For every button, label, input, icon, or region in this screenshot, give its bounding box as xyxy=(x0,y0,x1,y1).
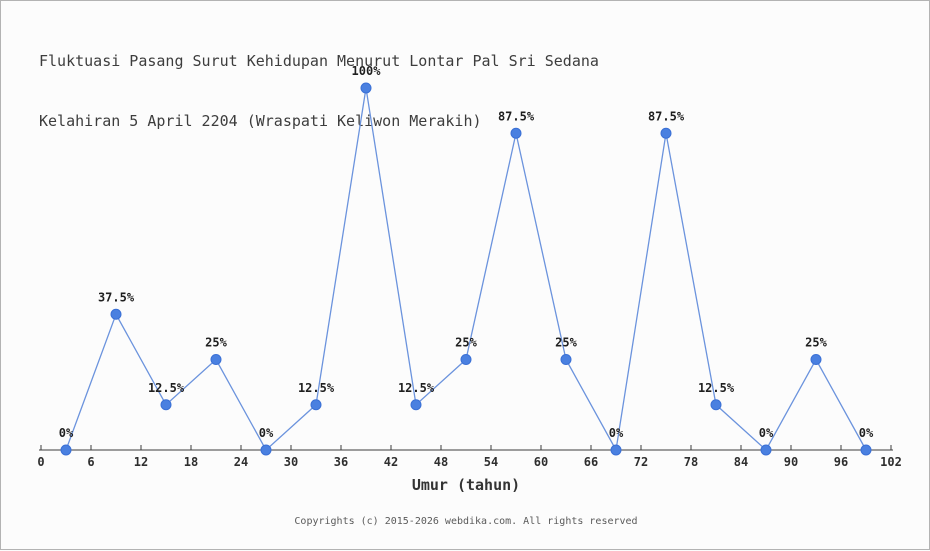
data-point-label: 0% xyxy=(609,426,624,440)
x-axis-tick-label: 24 xyxy=(234,455,248,469)
x-axis-tick-label: 54 xyxy=(484,455,498,469)
x-axis-tick-label: 0 xyxy=(37,455,44,469)
data-point-label: 0% xyxy=(859,426,874,440)
x-axis-tick-label: 48 xyxy=(434,455,448,469)
x-axis-tick-label: 78 xyxy=(684,455,698,469)
data-point-label: 25% xyxy=(205,336,227,350)
data-point-label: 37.5% xyxy=(98,290,135,304)
data-point-marker xyxy=(760,444,772,456)
data-point-marker xyxy=(60,444,72,456)
x-axis-tick-label: 36 xyxy=(334,455,348,469)
x-axis-tick-label: 72 xyxy=(634,455,648,469)
chart-title: Fluktuasi Pasang Surut Kehidupan Menurut… xyxy=(39,11,599,171)
data-point-label: 12.5% xyxy=(298,381,335,395)
x-axis-tick-label: 12 xyxy=(134,455,148,469)
data-point-label: 12.5% xyxy=(698,381,735,395)
data-point-marker xyxy=(560,354,572,365)
x-axis-tick-label: 96 xyxy=(834,455,848,469)
data-point-label: 25% xyxy=(455,336,477,350)
data-point-label: 87.5% xyxy=(498,109,535,123)
data-point-marker xyxy=(210,354,222,365)
chart-title-line2: Kelahiran 5 April 2204 (Wraspati Keliwon… xyxy=(39,112,482,130)
x-axis-tick-label: 42 xyxy=(384,455,398,469)
data-point-marker xyxy=(410,399,422,411)
x-axis-tick-label: 30 xyxy=(284,455,298,469)
x-axis-tick-label: 18 xyxy=(184,455,198,469)
data-point-label: 12.5% xyxy=(148,381,185,395)
x-axis-tick-label: 60 xyxy=(534,455,548,469)
x-axis-tick-label: 90 xyxy=(784,455,798,469)
data-point-marker xyxy=(110,308,122,320)
x-axis-tick-label: 102 xyxy=(880,455,902,469)
x-axis-title: Umur (tahun) xyxy=(411,476,521,494)
data-point-label: 0% xyxy=(259,426,274,440)
data-point-marker xyxy=(710,399,722,411)
data-point-marker xyxy=(160,399,172,411)
data-point-marker xyxy=(460,354,472,365)
copyright-text: Copyrights (c) 2015-2026 webdika.com. Al… xyxy=(294,516,638,527)
data-point-label: 87.5% xyxy=(648,109,685,123)
data-point-label: 0% xyxy=(759,426,774,440)
data-point-label: 25% xyxy=(555,336,577,350)
chart-title-line1: Fluktuasi Pasang Surut Kehidupan Menurut… xyxy=(39,52,599,70)
x-axis-tick-label: 84 xyxy=(734,455,748,469)
data-point-marker xyxy=(510,127,522,139)
data-point-label: 25% xyxy=(805,336,827,350)
data-point-label: 12.5% xyxy=(398,381,435,395)
data-point-marker xyxy=(360,82,372,94)
x-axis-tick-label: 6 xyxy=(87,455,94,469)
line-series xyxy=(65,87,867,452)
data-point-marker xyxy=(860,444,872,456)
data-point-marker xyxy=(810,354,822,365)
data-point-label: 100% xyxy=(352,64,382,78)
x-axis-tick-label: 66 xyxy=(584,455,598,469)
data-point-marker xyxy=(660,127,672,139)
data-point-marker xyxy=(610,444,622,456)
data-point-label: 0% xyxy=(59,426,74,440)
data-point-marker xyxy=(310,399,322,411)
data-point-marker xyxy=(260,444,272,456)
